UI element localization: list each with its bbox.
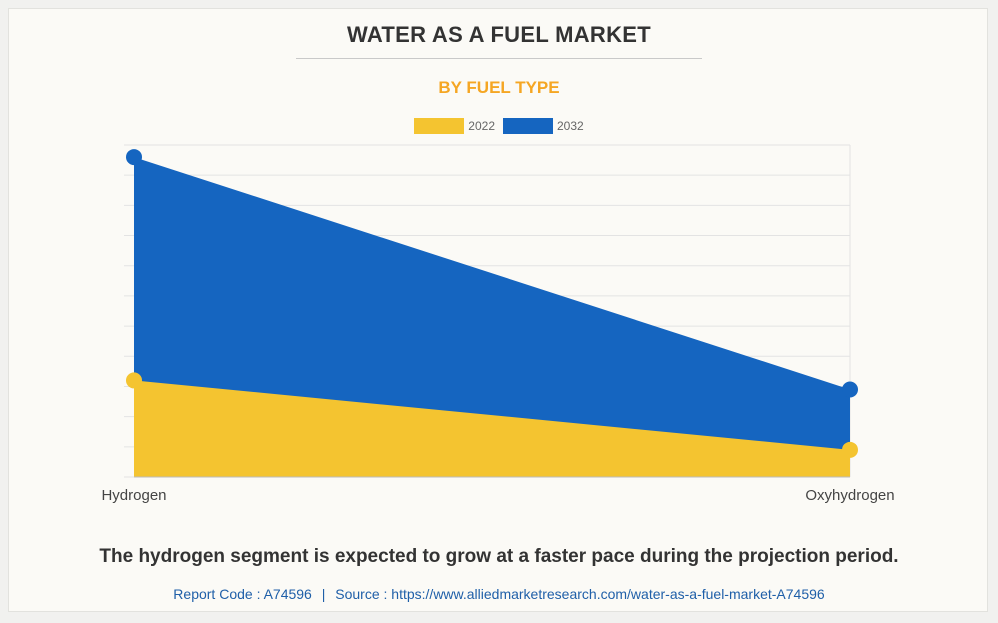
source-separator: | [321,586,326,602]
source-link[interactable]: Source : https://www.alliedmarketresearc… [335,586,825,602]
point-2022-oxyhydrogen [842,441,858,458]
legend-label-2022: 2022 [468,119,495,133]
report-code: Report Code : A74596 [173,586,312,602]
point-2032-oxyhydrogen [842,381,858,398]
x-tick-label: Hydrogen [101,487,166,504]
area-2022 [134,380,850,477]
legend-item-2032[interactable]: 2032 [503,118,584,134]
point-2022-hydrogen [126,372,142,389]
title-divider [296,58,702,59]
legend: 2022 2032 [0,117,998,135]
point-2032-hydrogen [126,149,142,166]
legend-label-2032: 2032 [557,119,584,133]
chart-caption: The hydrogen segment is expected to grow… [99,546,899,567]
chart-subtitle: BY FUEL TYPE [438,78,560,97]
source-line: Report Code : A74596 | Source : https://… [0,586,998,602]
area-2032 [134,157,850,477]
legend-swatch-2032 [503,118,553,134]
legend-item-2022[interactable]: 2022 [414,118,495,134]
legend-swatch-2022 [414,118,465,134]
chart-title: WATER AS A FUEL MARKET [347,22,651,47]
x-tick-label: Oxyhydrogen [805,487,894,504]
